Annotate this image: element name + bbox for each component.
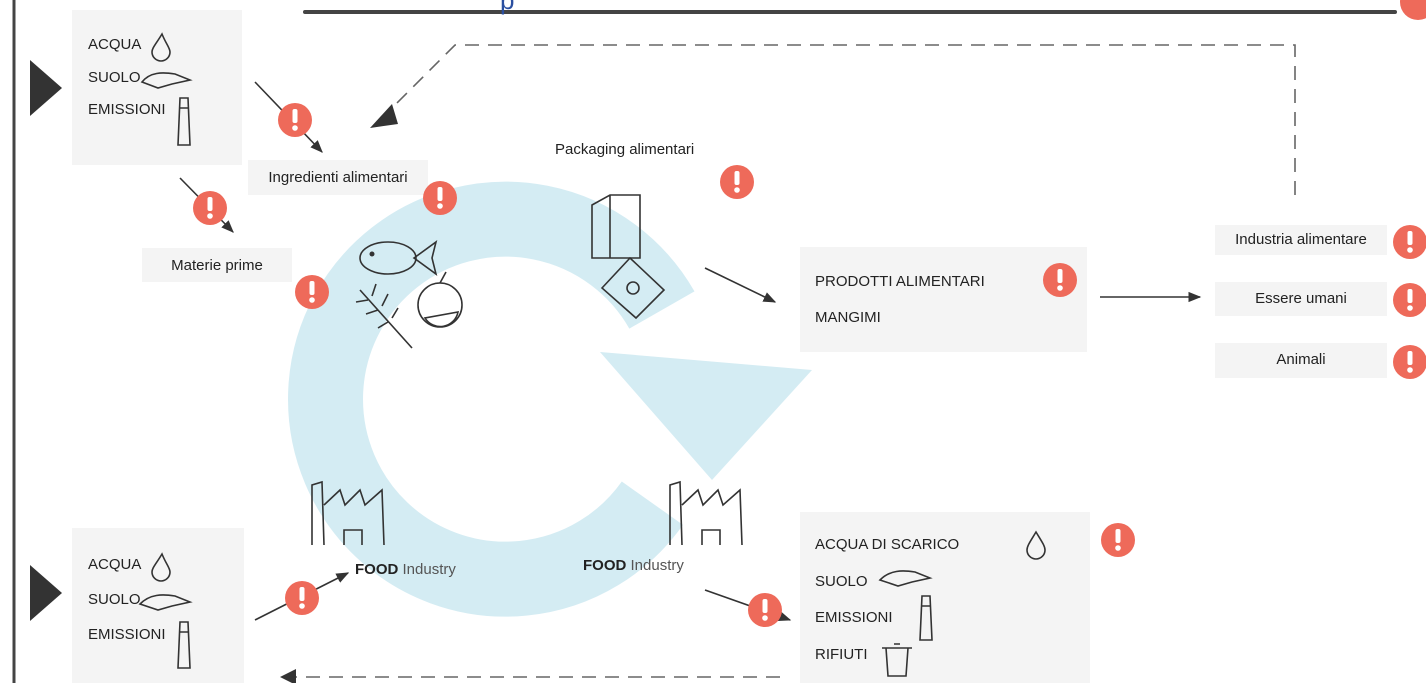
- alert-dot: [1115, 545, 1121, 551]
- alert-bar: [1408, 231, 1413, 245]
- alert-dot: [292, 125, 298, 131]
- alert-dot: [1057, 285, 1063, 291]
- header-fragment: p: [500, 0, 514, 15]
- consumer-label: Animali: [1276, 351, 1325, 368]
- return-head: [280, 669, 296, 683]
- alert-dot: [762, 615, 768, 621]
- alert-bar: [438, 187, 443, 201]
- consumer-label: Industria alimentare: [1235, 231, 1367, 248]
- alert-bar: [293, 109, 298, 123]
- alert-dot: [437, 203, 443, 209]
- output-label: EMISSIONI: [815, 609, 893, 626]
- alert-icon: [278, 103, 312, 137]
- alert-bar: [1116, 529, 1121, 543]
- alert-icon: [748, 593, 782, 627]
- factory-icon: [670, 482, 742, 545]
- alert-bar: [1408, 351, 1413, 365]
- alert-bar: [735, 171, 740, 185]
- alert-icon: [1393, 225, 1426, 259]
- play-marker: [30, 60, 62, 116]
- output-label: RIFIUTI: [815, 646, 868, 663]
- alert-bar: [1408, 289, 1413, 303]
- packaging-label: Packaging alimentari: [555, 141, 694, 158]
- alert-dot: [1407, 247, 1413, 253]
- source-label: ACQUA: [88, 36, 141, 53]
- product-label: MANGIMI: [815, 309, 881, 326]
- page: {"header": {"fragment": "p"}, "sources_t…: [0, 0, 1426, 683]
- factory-label: FOOD Industry: [583, 557, 684, 574]
- alert-dot: [1407, 367, 1413, 373]
- alert-icon: [285, 581, 319, 615]
- factory-bold: FOOD: [583, 557, 626, 574]
- alert-bar: [208, 197, 213, 211]
- alert-dot: [309, 297, 315, 303]
- factory-label: FOOD Industry: [355, 561, 456, 578]
- alert-dot: [734, 187, 740, 193]
- alert-bar: [1058, 269, 1063, 283]
- products-box: [800, 247, 1087, 352]
- alert-icon: [1043, 263, 1077, 297]
- factory-light: Industry: [631, 557, 685, 574]
- alert-icon: [1393, 283, 1426, 317]
- play-marker: [30, 565, 62, 621]
- alert-dot: [1407, 305, 1413, 311]
- feedback-head: [370, 104, 398, 128]
- alert-icon: [423, 181, 457, 215]
- factory-bold: FOOD: [355, 561, 398, 578]
- output-label: ACQUA DI SCARICO: [815, 536, 959, 553]
- consumer-label: Essere umani: [1255, 290, 1347, 307]
- corner-badge: [1400, 0, 1426, 20]
- source-label: EMISSIONI: [88, 626, 166, 643]
- alert-icon: [295, 275, 329, 309]
- alert-bar: [310, 281, 315, 295]
- source-label: ACQUA: [88, 556, 141, 573]
- source-label: SUOLO: [88, 591, 141, 608]
- source-label: EMISSIONI: [88, 101, 166, 118]
- cycle-arrow-head: [600, 352, 812, 480]
- source-label: SUOLO: [88, 69, 141, 86]
- alert-bar: [300, 587, 305, 601]
- alert-icon: [193, 191, 227, 225]
- feedback-line: [385, 45, 1295, 195]
- alert-dot: [299, 603, 305, 609]
- product-label: PRODOTTI ALIMENTARI: [815, 273, 985, 290]
- arrow: [705, 268, 775, 302]
- raw-materials-label: Materie prime: [171, 257, 263, 274]
- factory-light: Industry: [403, 561, 457, 578]
- ingredients-label: Ingredienti alimentari: [268, 169, 407, 186]
- alert-icon: [720, 165, 754, 199]
- diagram: p ACQUA SUOLO EMISSIONI Ingredienti alim…: [0, 0, 1426, 683]
- alert-dot: [207, 213, 213, 219]
- alert-icon: [1393, 345, 1426, 379]
- alert-icon: [1101, 523, 1135, 557]
- alert-bar: [763, 599, 768, 613]
- output-label: SUOLO: [815, 573, 868, 590]
